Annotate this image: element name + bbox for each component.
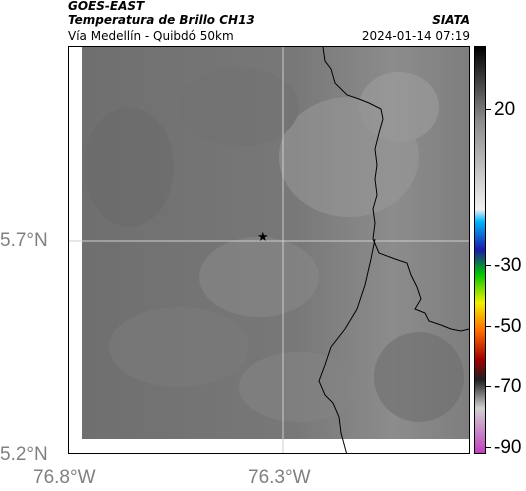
colorbar-label: -30 bbox=[494, 255, 522, 276]
map-svg bbox=[69, 47, 469, 453]
product-title: Temperatura de Brillo CH13 bbox=[68, 13, 255, 27]
datetime-label: 2024-01-14 07:19 bbox=[361, 29, 470, 43]
colorbar-tick bbox=[486, 447, 491, 448]
colorbar-label: 20 bbox=[494, 99, 516, 120]
lat-label-2: 5.2°N bbox=[0, 444, 48, 465]
organization-label: SIATA bbox=[432, 13, 470, 27]
department-boundary bbox=[318, 47, 469, 453]
lon-label-2: 76.3°W bbox=[248, 467, 311, 488]
colorbar-label: -90 bbox=[494, 437, 522, 458]
region-label: Vía Medellín - Quibdó 50km bbox=[68, 29, 234, 43]
lon-label-1: 76.8°W bbox=[33, 467, 96, 488]
colorbar-tick bbox=[486, 386, 491, 387]
colorbar-label: -50 bbox=[494, 316, 522, 337]
satellite-map[interactable]: ★ bbox=[68, 46, 470, 454]
satellite-title: GOES-EAST bbox=[68, 0, 145, 13]
colorbar-tick bbox=[486, 326, 491, 327]
colorbar-tick bbox=[486, 265, 491, 266]
star-icon: ★ bbox=[257, 230, 269, 245]
colorbar bbox=[474, 46, 486, 454]
colorbar-label: -70 bbox=[494, 376, 522, 397]
lat-label-1: 5.7°N bbox=[0, 230, 48, 251]
colorbar-tick bbox=[486, 109, 491, 110]
